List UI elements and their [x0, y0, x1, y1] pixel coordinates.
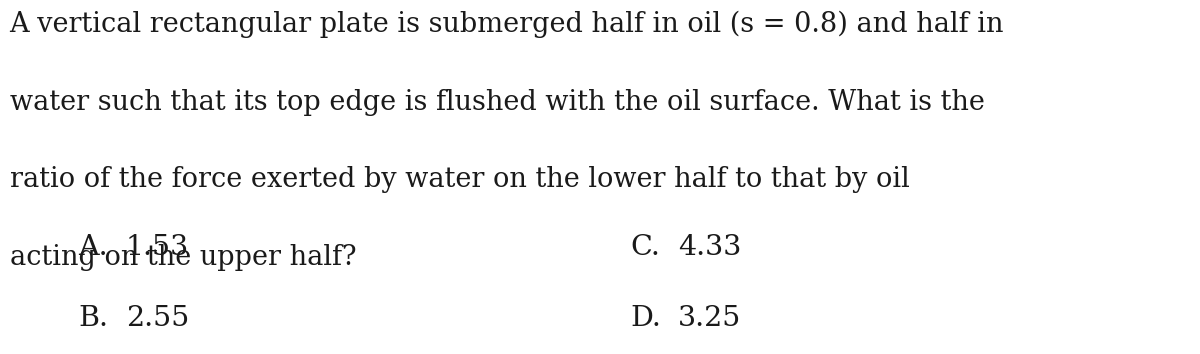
Text: A vertical rectangular plate is submerged half in oil (s = 0.8) and half in: A vertical rectangular plate is submerge… [10, 11, 1004, 38]
Text: D.: D. [630, 305, 661, 332]
Text: A.: A. [78, 234, 108, 261]
Text: 4.33: 4.33 [678, 234, 742, 261]
Text: 1.53: 1.53 [126, 234, 190, 261]
Text: acting on the upper half?: acting on the upper half? [10, 244, 356, 271]
Text: 2.55: 2.55 [126, 305, 190, 332]
Text: ratio of the force exerted by water on the lower half to that by oil: ratio of the force exerted by water on t… [10, 166, 910, 193]
Text: B.: B. [78, 305, 108, 332]
Text: water such that its top edge is flushed with the oil surface. What is the: water such that its top edge is flushed … [10, 88, 984, 115]
Text: 3.25: 3.25 [678, 305, 742, 332]
Text: C.: C. [630, 234, 660, 261]
